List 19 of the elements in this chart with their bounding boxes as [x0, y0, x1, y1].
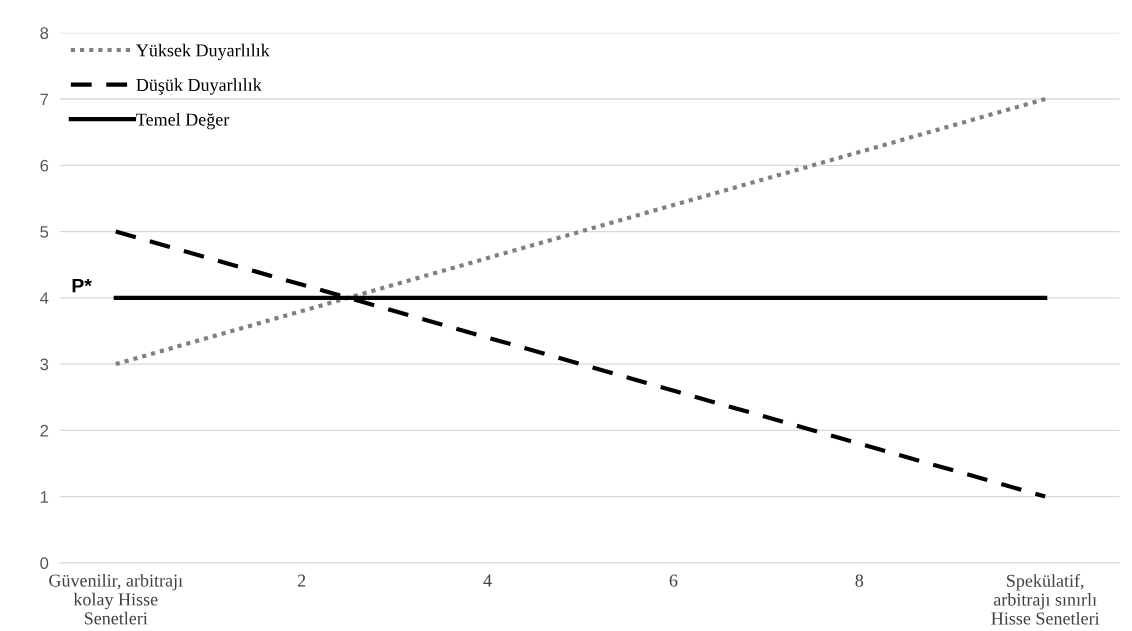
y-tick-label: 1 — [40, 491, 49, 503]
y-tick-label: 4 — [40, 292, 49, 304]
y-tick-label: 6 — [40, 159, 49, 172]
x-tick-label: Spekülatif, arbitrajı sınırlı Hisse Senetleri — [991, 573, 1100, 625]
legend-label: Yüksek Duyarlılık — [136, 43, 270, 61]
y-tick-label: 8 — [40, 27, 49, 40]
x-tick-label: 6 — [669, 574, 678, 587]
legend-label: Temel Değer — [136, 112, 230, 130]
y-tick-label: 7 — [40, 93, 49, 106]
y-tick-label: 0 — [40, 557, 49, 570]
legend-label: Düşük Duyarlılık — [136, 78, 262, 95]
x-tick-label: 8 — [855, 574, 864, 587]
annotation: P* — [72, 278, 92, 293]
x-tick-label: 4 — [483, 574, 492, 587]
y-tick-label: 3 — [40, 358, 49, 371]
x-tick-label: 2 — [297, 574, 306, 587]
y-tick-label: 2 — [40, 424, 49, 437]
y-tick-label: 5 — [40, 226, 49, 238]
x-tick-label: Güvenilir, arbitrajı kolay Hisse Senetleri — [49, 573, 183, 625]
